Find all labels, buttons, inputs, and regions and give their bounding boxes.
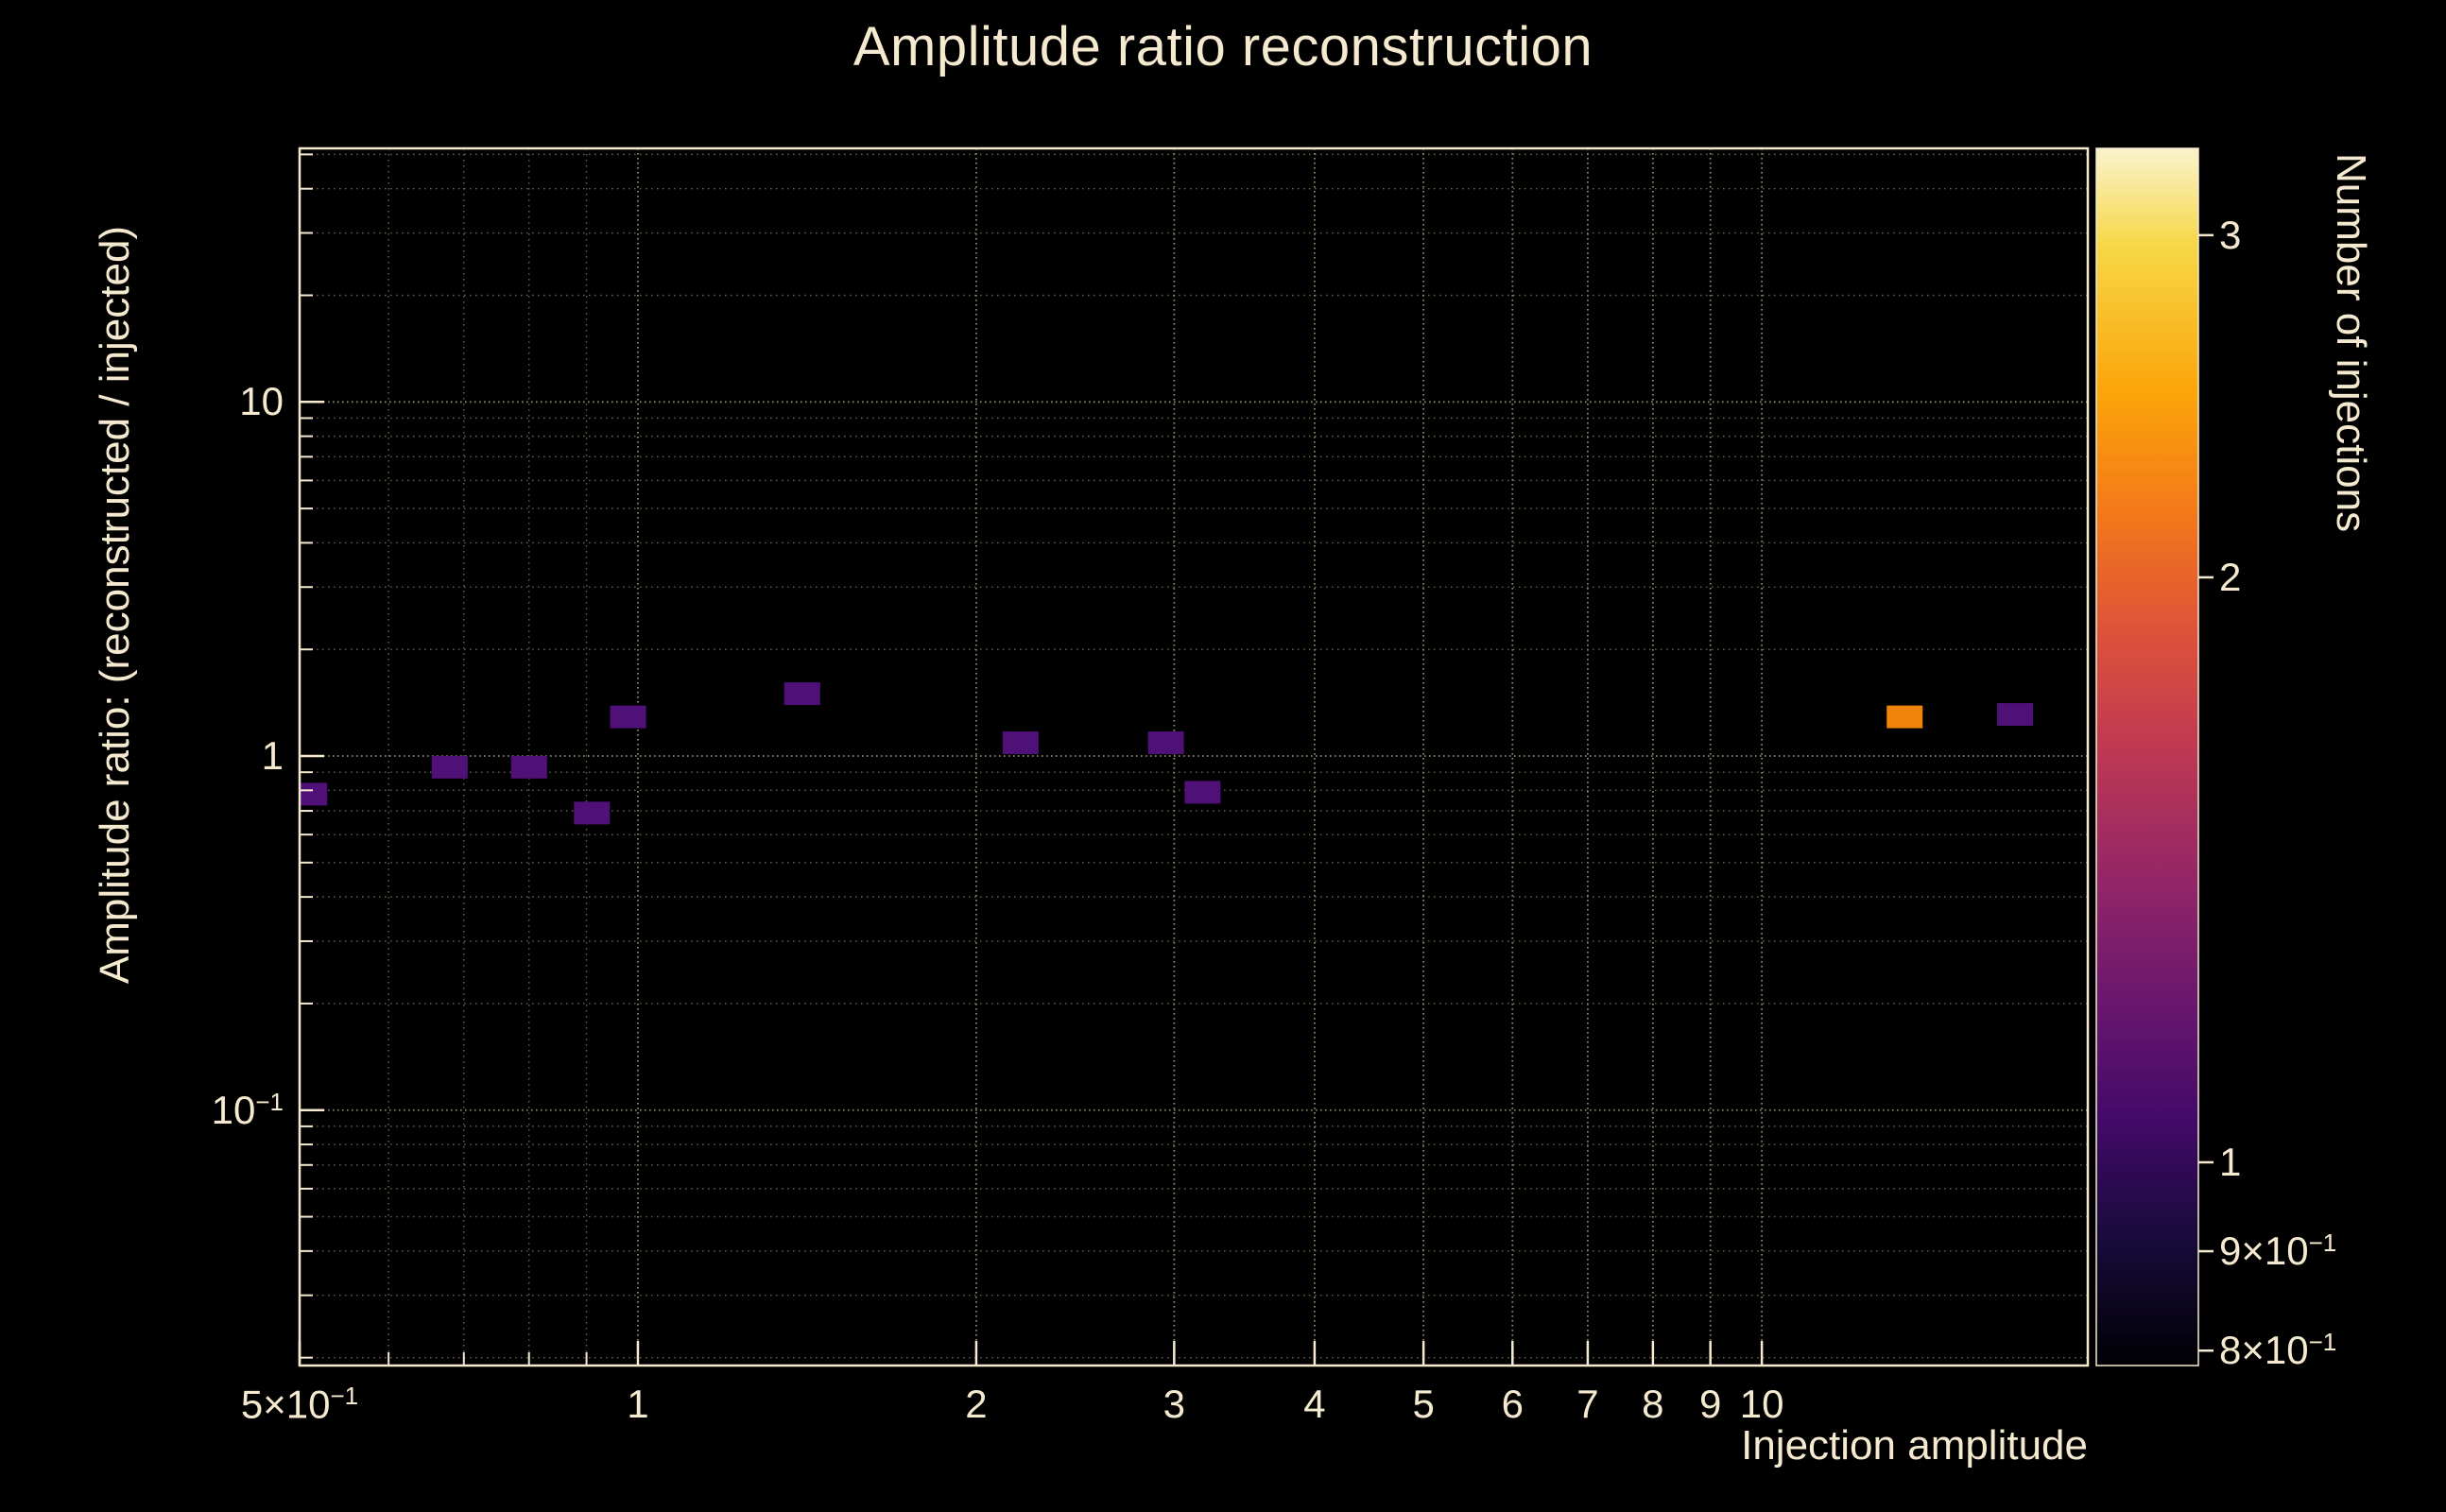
y-tick-label: 10 [239, 379, 284, 424]
x-tick-label: 6 [1501, 1382, 1524, 1426]
x-tick-label: 8 [1642, 1382, 1664, 1426]
x-tick-label: 9 [1699, 1382, 1722, 1426]
x-tick-label: 5×10−1 [240, 1382, 359, 1427]
colorbar-tick-label: 2 [2219, 554, 2242, 599]
colorbar-tick-label: 8×10−1 [2219, 1328, 2337, 1373]
histogram-bin [610, 705, 646, 729]
histogram-bin [1002, 730, 1039, 754]
x-tick-label: 1 [627, 1382, 649, 1426]
histogram-bin [300, 782, 328, 806]
histogram-bin [784, 682, 820, 706]
y-axis-title: Amplitude ratio: (reconstructed / inject… [92, 225, 138, 985]
histogram-bin [1997, 703, 2034, 727]
histogram-bin [1886, 705, 1923, 729]
y-tick-label: 10−1 [211, 1087, 284, 1132]
colorbar-tick-label: 3 [2219, 212, 2242, 257]
x-tick-label: 4 [1303, 1382, 1326, 1426]
histogram-bin [574, 801, 611, 825]
histogram-bin [510, 755, 547, 779]
colorbar-gradient [2095, 147, 2199, 1366]
plot-frame [298, 146, 2090, 1367]
colorbar-tick-label: 1 [2219, 1139, 2242, 1184]
histogram-bin [1147, 730, 1184, 754]
x-tick-label: 2 [965, 1382, 988, 1426]
x-tick-label: 5 [1412, 1382, 1435, 1426]
x-tick-label: 3 [1163, 1382, 1186, 1426]
histogram-bin [431, 755, 468, 779]
histogram-bin [1184, 781, 1221, 804]
x-tick-label: 10 [1739, 1382, 1784, 1426]
x-tick-label: 7 [1576, 1382, 1599, 1426]
histogram-bins [300, 682, 2034, 825]
y-tick-label: 1 [261, 733, 284, 779]
colorbar-tick-label: 9×10−1 [2219, 1228, 2337, 1274]
chart-title: Amplitude ratio reconstruction [853, 16, 1593, 77]
x-axis-title: Injection amplitude [1741, 1422, 2088, 1469]
colorbar-title: Number of injections [2328, 153, 2374, 533]
